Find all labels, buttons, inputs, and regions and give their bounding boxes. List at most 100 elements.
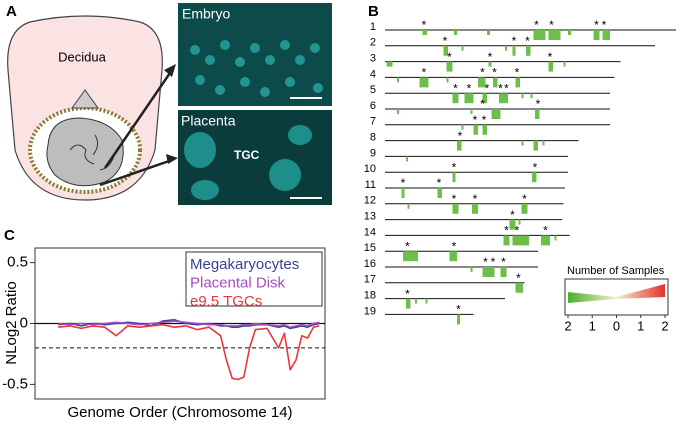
chromosome-label: 7	[370, 116, 376, 128]
cnv-block	[530, 93, 533, 99]
cnv-block	[443, 45, 448, 56]
cnv-block	[515, 77, 520, 88]
cnv-block	[487, 30, 490, 35]
panel-label: A	[6, 3, 17, 20]
cnv-block	[461, 124, 464, 130]
arrow-head	[164, 64, 176, 77]
chromosome-label: 18	[364, 290, 376, 302]
chromosome-label: 3	[370, 53, 376, 65]
cnv-block	[526, 45, 531, 56]
cnv-block	[488, 61, 492, 67]
chromosome-label: 14	[364, 226, 376, 238]
significance-star: *	[515, 66, 520, 80]
cnv-block	[446, 61, 453, 72]
cnv-block	[401, 188, 405, 198]
significance-star: *	[533, 160, 538, 174]
chromosome-label: 11	[365, 179, 376, 191]
cnv-block	[403, 251, 418, 262]
significance-star: *	[452, 192, 457, 206]
cnv-block	[563, 61, 566, 67]
significance-star: *	[491, 255, 496, 269]
significance-star: *	[401, 176, 406, 190]
cnv-block	[406, 156, 408, 162]
series-line	[58, 323, 320, 381]
cnv-block	[509, 219, 516, 230]
cnv-block	[419, 77, 429, 88]
cnv-block	[535, 109, 540, 119]
cnv-block	[554, 235, 557, 241]
cnv-block	[422, 30, 427, 35]
chromosome-label: 13	[364, 211, 376, 223]
chromosome-label: 1	[370, 21, 376, 33]
cnv-block	[415, 298, 417, 304]
cnv-block	[464, 93, 474, 104]
cnv-block	[548, 30, 561, 40]
significance-star: *	[458, 129, 463, 143]
significance-star: *	[549, 18, 554, 32]
cnv-block	[482, 93, 487, 104]
cnv-block	[437, 188, 442, 198]
cnv-block	[452, 172, 456, 183]
chromosome-label: 2	[370, 37, 376, 49]
legend-tick-label: 0	[613, 318, 620, 333]
significance-star: *	[443, 34, 448, 48]
cnv-block	[478, 77, 486, 88]
cnv-block	[521, 203, 528, 214]
significance-star: *	[516, 271, 521, 285]
series-line	[58, 320, 320, 328]
y-tick-label: 0	[20, 314, 28, 331]
significance-star: *	[512, 34, 517, 48]
significance-star: *	[447, 50, 452, 64]
cnv-block	[593, 30, 600, 40]
significance-star: *	[452, 160, 457, 174]
significance-star: *	[602, 18, 607, 32]
significance-star: *	[515, 224, 520, 238]
arrow	[103, 69, 174, 169]
cnv-block	[521, 93, 524, 99]
cnv-block	[533, 140, 538, 151]
embryo-cells	[190, 40, 323, 97]
chromosome-label: 19	[364, 305, 376, 317]
significance-star: *	[525, 34, 530, 48]
chromosome-label: 5	[370, 84, 376, 96]
significance-star: *	[405, 287, 410, 301]
cnv-block	[446, 77, 449, 83]
cnv-block	[454, 30, 457, 35]
significance-star: *	[437, 176, 442, 190]
legend-entry: e9.5 TGCs	[190, 293, 262, 310]
significance-star: *	[452, 239, 457, 253]
arrow-head	[166, 154, 178, 164]
significance-star: *	[405, 239, 410, 253]
significance-star: *	[522, 192, 527, 206]
cnv-block	[482, 124, 487, 135]
cnv-block	[512, 45, 516, 56]
legend-tick-label: 2	[564, 318, 571, 333]
significance-star: *	[453, 81, 458, 95]
cnv-block	[500, 267, 507, 277]
cnv-block	[532, 172, 537, 183]
cnv-block	[505, 45, 507, 51]
chromosome-label: 6	[370, 100, 376, 112]
significance-star: *	[504, 224, 509, 238]
chromosome-label: 16	[364, 258, 376, 270]
legend-entry: Placental Disk	[190, 274, 286, 291]
significance-star: *	[492, 66, 497, 80]
y-tick-label: 0.5	[7, 254, 28, 271]
legend-tick-label: 2	[661, 318, 668, 333]
cnv-block	[452, 93, 459, 104]
cnv-block	[452, 203, 459, 214]
decidua-label: Decidua	[58, 49, 106, 64]
placenta-label: Placenta	[181, 113, 236, 129]
panel-label: B	[368, 3, 379, 20]
placenta-cells	[184, 125, 312, 200]
y-tick-label: -0.5	[2, 375, 28, 392]
significance-star: *	[422, 18, 427, 32]
cnv-block	[397, 77, 399, 83]
ectoplacental-cone	[71, 89, 99, 109]
panel-label: C	[4, 227, 15, 244]
cnv-block	[521, 140, 524, 146]
cnv-block	[406, 298, 411, 309]
significance-star: *	[467, 81, 472, 95]
chromosome-label: 9	[370, 147, 376, 159]
